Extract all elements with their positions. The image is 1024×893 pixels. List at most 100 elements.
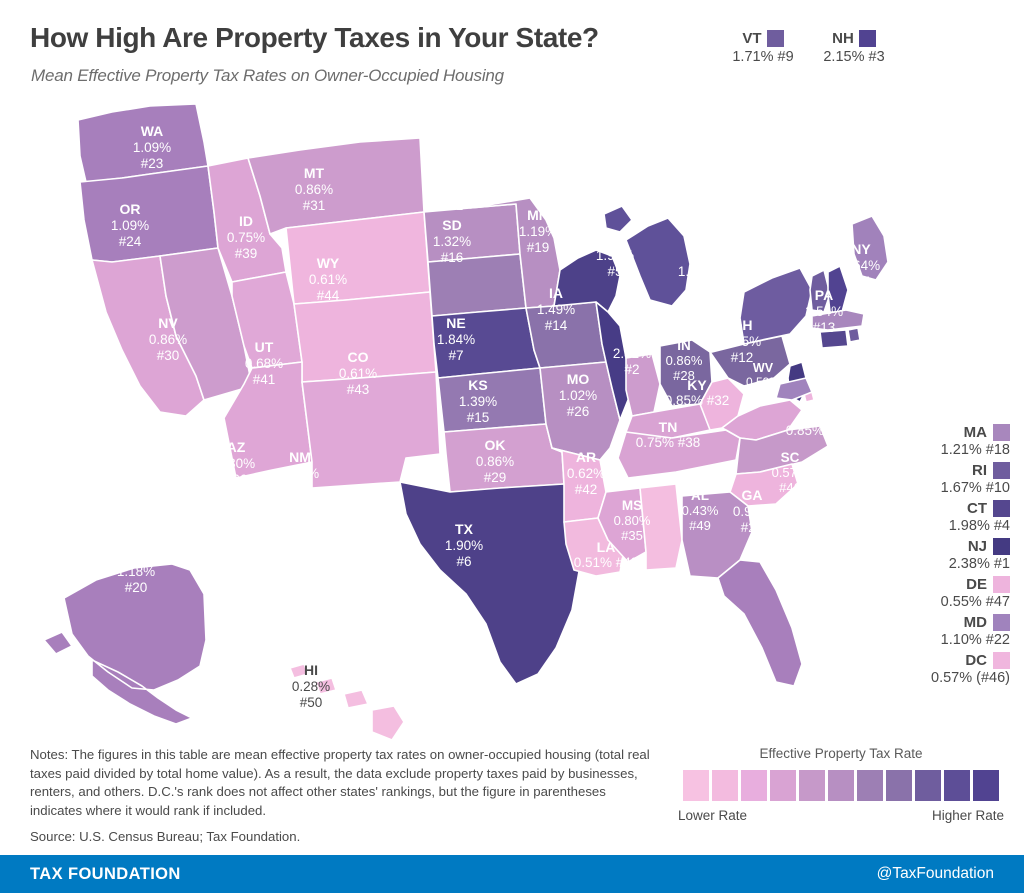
- svg-text:#7: #7: [448, 348, 463, 363]
- legend-row-de[interactable]: DE 0.55% #47: [878, 576, 1010, 610]
- state-label-co: CO0.61%#43: [339, 349, 377, 397]
- svg-text:UT: UT: [255, 339, 274, 355]
- legend-row-nj[interactable]: NJ 2.38% #1: [878, 538, 1010, 572]
- legend-swatch-ri: [993, 462, 1010, 479]
- svg-text:1.28%: 1.28%: [924, 183, 961, 198]
- legend-row-ma[interactable]: MA 1.21% #18: [878, 424, 1010, 458]
- svg-text:NC: NC: [808, 407, 828, 423]
- state-label-mn: MN1.19%#19: [519, 207, 557, 255]
- svg-text:0.95%: 0.95%: [733, 504, 771, 519]
- legend-abbr-ri: RI: [972, 462, 987, 479]
- svg-text:#2: #2: [624, 362, 639, 377]
- svg-text:#23: #23: [141, 156, 164, 171]
- state-ma[interactable]: [811, 309, 865, 331]
- svg-text:1.96%: 1.96%: [596, 248, 634, 263]
- svg-text:#31: #31: [303, 198, 326, 213]
- svg-text:VA: VA: [822, 356, 840, 371]
- svg-text:#26: #26: [567, 404, 590, 419]
- state-or[interactable]: [79, 165, 219, 263]
- legend-row-ct[interactable]: CT 1.98% #4: [878, 500, 1010, 534]
- callout-nh-swatch: [858, 30, 876, 47]
- state-wv[interactable]: [699, 377, 745, 431]
- state-vt[interactable]: [809, 269, 831, 313]
- legend-row-ri[interactable]: RI 1.67% #10: [878, 462, 1010, 496]
- svg-text:SC: SC: [781, 450, 800, 465]
- legend-value-de: 0.55% #47: [940, 594, 1010, 610]
- svg-text:#29: #29: [484, 470, 507, 485]
- state-label-ca: CA0.81%#34: [73, 337, 111, 385]
- footer-handle[interactable]: @TaxFoundation: [876, 865, 994, 882]
- svg-text:0.80%: 0.80%: [614, 513, 651, 528]
- svg-text:#21: #21: [441, 198, 464, 213]
- legend-swatch-ma: [993, 424, 1010, 441]
- state-al[interactable]: [639, 483, 683, 571]
- svg-text:0.86%: 0.86%: [149, 332, 187, 347]
- scale-swatch-3: [770, 770, 796, 801]
- svg-text:NM: NM: [289, 449, 311, 465]
- svg-text:1.78%: 1.78%: [678, 264, 716, 279]
- state-il[interactable]: [595, 301, 633, 421]
- state-label-pa: PA1.54%#13: [805, 287, 843, 335]
- svg-text:WV: WV: [753, 361, 774, 375]
- state-ak[interactable]: [43, 563, 207, 725]
- legend-abbr-dc: DC: [965, 652, 987, 669]
- state-label-mo: MO1.02%#26: [559, 371, 597, 419]
- state-label-ga: GA0.95%#27: [733, 487, 771, 535]
- state-tx[interactable]: [399, 481, 581, 685]
- state-tn[interactable]: [617, 429, 741, 479]
- state-ri[interactable]: [847, 327, 861, 343]
- svg-text:0.51% #48: 0.51% #48: [574, 555, 639, 570]
- footer-brand: TAX FOUNDATION: [30, 864, 181, 883]
- state-label-il: IL2.32%#2: [613, 329, 651, 377]
- legend-value-nj: 2.38% #1: [948, 556, 1010, 572]
- svg-text:AL: AL: [691, 488, 709, 503]
- state-label-ky: KY0.85% #32: [665, 377, 730, 408]
- state-label-nm: NM0.73%#40: [281, 449, 319, 497]
- color-scale-legend: Effective Property Tax Rate Lower Rate H…: [676, 746, 1006, 823]
- svg-text:KS: KS: [468, 377, 487, 393]
- state-wy[interactable]: [285, 211, 431, 305]
- svg-text:0.75%: 0.75%: [227, 230, 265, 245]
- svg-text:#34: #34: [81, 370, 104, 385]
- svg-text:1.90%: 1.90%: [445, 538, 483, 553]
- state-hi[interactable]: [289, 663, 405, 740]
- state-me[interactable]: [851, 215, 889, 281]
- state-az[interactable]: [223, 361, 313, 479]
- svg-text:1.64%: 1.64%: [842, 258, 880, 273]
- state-md[interactable]: [775, 377, 813, 401]
- state-va[interactable]: [721, 399, 803, 441]
- legend-row-md[interactable]: MD 1.10% #22: [878, 614, 1010, 648]
- svg-text:AK: AK: [126, 547, 146, 563]
- state-label-tx: TX1.90%#6: [445, 521, 483, 569]
- state-label-wy: WY0.61%#44: [309, 255, 347, 303]
- state-ny[interactable]: [739, 267, 813, 345]
- state-fl[interactable]: [717, 559, 803, 687]
- state-wi[interactable]: [553, 249, 621, 313]
- svg-text:OR: OR: [120, 201, 141, 217]
- state-label-ne: NE1.84%#7: [437, 315, 475, 363]
- legend-row-dc[interactable]: DC 0.57% (#46): [878, 652, 1010, 686]
- scale-swatch-9: [944, 770, 970, 801]
- callout-nh: NH 2.15% #3: [806, 30, 902, 65]
- svg-text:MI: MI: [689, 247, 705, 263]
- state-label-in: IN0.86%#28: [666, 338, 703, 383]
- svg-text:#46: #46: [779, 480, 801, 495]
- state-mi[interactable]: [603, 205, 691, 307]
- scale-swatch-0: [683, 770, 709, 801]
- state-nm[interactable]: [301, 371, 441, 489]
- legend-swatch-dc: [993, 652, 1010, 669]
- callout-vt-swatch: [766, 30, 784, 47]
- svg-text:0.86%: 0.86%: [666, 353, 703, 368]
- legend-abbr-ct: CT: [967, 500, 987, 517]
- svg-text:#28: #28: [673, 368, 695, 383]
- state-label-ar: AR0.62%#42: [567, 449, 605, 497]
- svg-text:FL: FL: [809, 605, 827, 621]
- state-ct[interactable]: [819, 329, 849, 349]
- us-choropleth-map: WA 1.09% #23 OR 1.09% #24 CA 0.81% #34 NV 0.86% #30…: [0, 100, 1024, 740]
- state-nv[interactable]: [159, 247, 253, 401]
- state-label-me: ME1.28%#17: [924, 168, 961, 213]
- svg-text:0.59%: 0.59%: [746, 375, 780, 389]
- color-scale-low-label: Lower Rate: [678, 808, 748, 823]
- state-nd[interactable]: [423, 203, 521, 263]
- svg-text:OK: OK: [485, 437, 506, 453]
